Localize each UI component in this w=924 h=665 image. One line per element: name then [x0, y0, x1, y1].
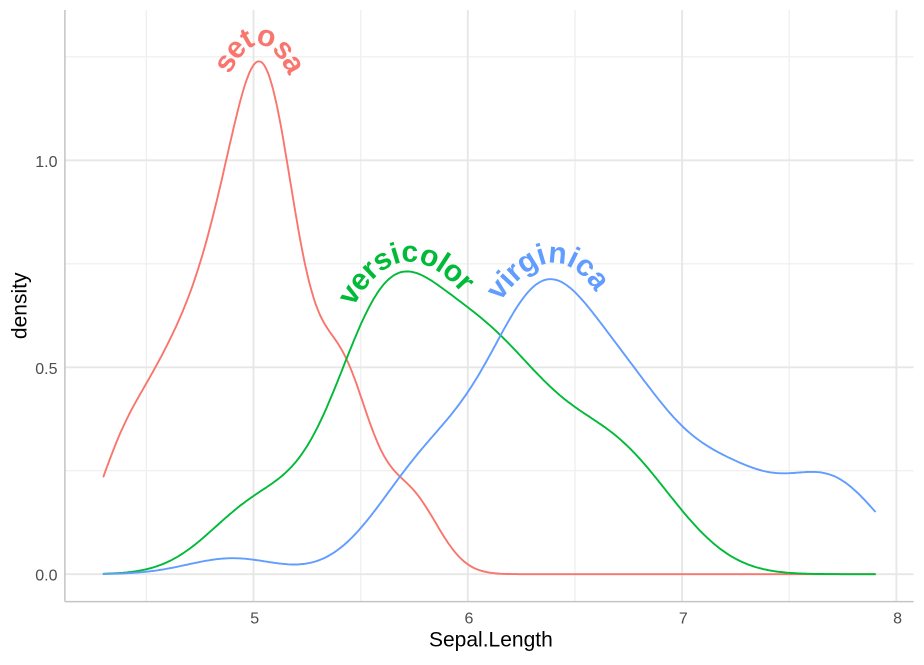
svg-text:density: density [9, 272, 32, 339]
svg-text:6: 6 [465, 611, 474, 628]
svg-text:7: 7 [679, 611, 688, 628]
svg-text:0.0: 0.0 [35, 568, 57, 585]
svg-text:8: 8 [893, 611, 902, 628]
svg-text:Sepal.Length: Sepal.Length [429, 629, 553, 652]
svg-text:1.0: 1.0 [35, 154, 57, 171]
svg-text:5: 5 [250, 611, 259, 628]
svg-text:0.5: 0.5 [35, 361, 57, 378]
